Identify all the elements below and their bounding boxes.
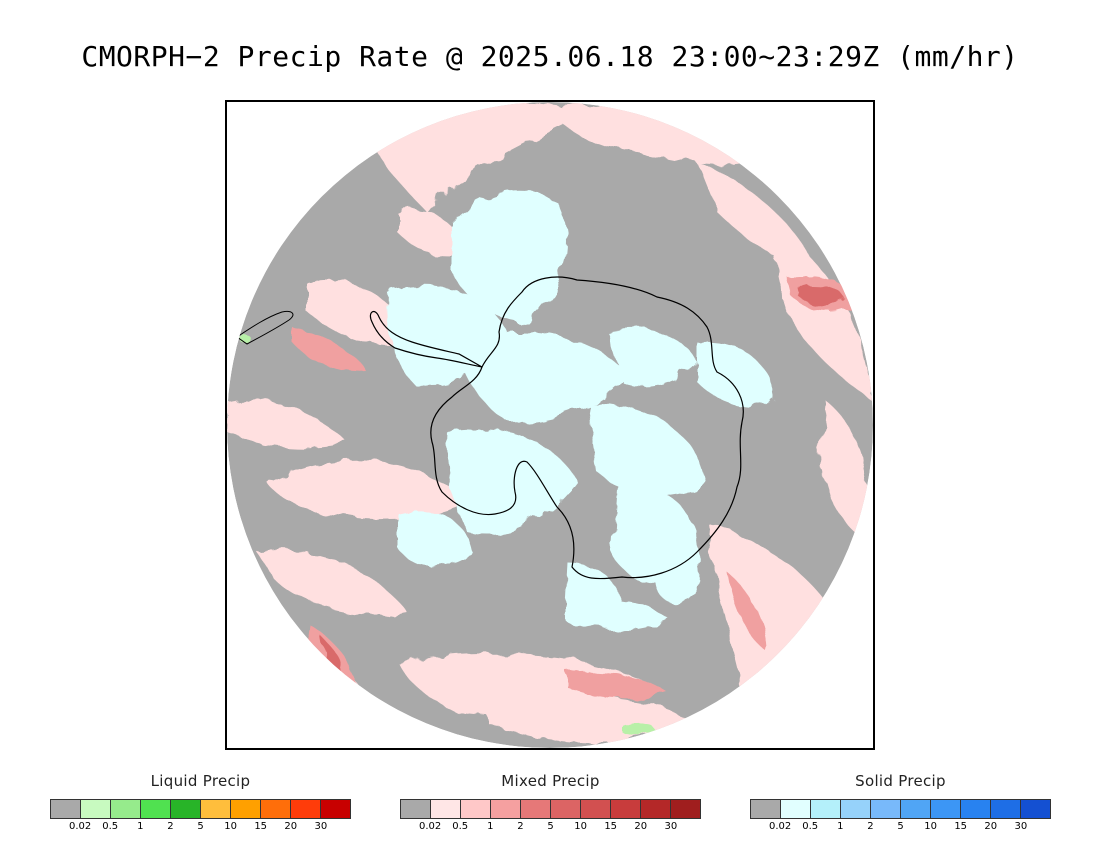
legend-tick-label: 10 (224, 821, 237, 832)
legend-swatch-solid (961, 800, 991, 818)
legend-swatch-liquid (141, 800, 171, 818)
legend-swatch-solid (871, 800, 901, 818)
legend-tick-label: 0.02 (68, 821, 92, 832)
legend-colorbar-mixed (400, 799, 701, 819)
legend-swatch-solid (751, 800, 781, 818)
legend-solid-precip: Solid Precip 0.02 0.5 1 2 5 10 15 20 30 (750, 772, 1051, 837)
legend-tick-label: 30 (314, 821, 328, 832)
legend-tick-label: 0.5 (102, 821, 119, 832)
legend-tick-label: 30 (1014, 821, 1028, 832)
legend-swatch-mixed (581, 800, 611, 818)
legend-tick-label: 20 (984, 821, 998, 832)
legend-swatch-mixed (491, 800, 521, 818)
legend-colorbar-solid (750, 799, 1051, 819)
legend-swatch-solid (781, 800, 811, 818)
legend-swatch-liquid (51, 800, 81, 818)
no-precip-background (227, 102, 873, 748)
legend-swatch-solid (1021, 800, 1050, 818)
legend-mixed-precip: Mixed Precip 0.02 0.5 1 2 5 10 15 20 30 (400, 772, 701, 837)
legend-swatch-solid (931, 800, 961, 818)
legend-liquid-precip: Liquid Precip 0.02 0.5 1 2 5 10 15 20 30 (50, 772, 351, 837)
south-america-coastline (236, 311, 294, 345)
legend-swatch-solid (991, 800, 1021, 818)
legend-tick-label: 30 (664, 821, 678, 832)
legend-swatch-mixed (671, 800, 700, 818)
legend-swatch-mixed (641, 800, 671, 818)
legend-swatch-mixed (461, 800, 491, 818)
legend-swatch-liquid (171, 800, 201, 818)
legend-swatch-liquid (231, 800, 261, 818)
legend-tick-label: 15 (604, 821, 618, 832)
legend-swatch-solid (901, 800, 931, 818)
legend-tick-label: 5 (897, 821, 904, 832)
legend-title-solid: Solid Precip (855, 772, 946, 790)
legend-tick-label: 0.02 (418, 821, 442, 832)
legend-tick-label: 20 (634, 821, 648, 832)
legend-tick-label: 15 (954, 821, 968, 832)
legend-ticks-liquid: 0.02 0.5 1 2 5 10 15 20 30 (50, 821, 351, 837)
legend-tick-label: 1 (137, 821, 144, 832)
legend-swatch-solid (811, 800, 841, 818)
legend-tick-label: 2 (167, 821, 174, 832)
legend-tick-label: 5 (547, 821, 554, 832)
legend-swatch-mixed (611, 800, 641, 818)
legend-swatch-liquid (321, 800, 350, 818)
legend-tick-label: 1 (837, 821, 844, 832)
polar-map (227, 102, 873, 748)
legend-tick-label: 0.02 (768, 821, 792, 832)
legend-tick-label: 5 (197, 821, 204, 832)
legend-swatch-liquid (201, 800, 231, 818)
legend-tick-label: 15 (254, 821, 268, 832)
legend-swatch-liquid (261, 800, 291, 818)
legend-swatch-mixed (521, 800, 551, 818)
legend-ticks-solid: 0.02 0.5 1 2 5 10 15 20 30 (750, 821, 1051, 837)
legend-swatch-mixed (551, 800, 581, 818)
legend-colorbar-liquid (50, 799, 351, 819)
legend-tick-label: 10 (924, 821, 937, 832)
legend-title-mixed: Mixed Precip (501, 772, 600, 790)
solid-precip-areas (386, 190, 777, 629)
legend-tick-label: 2 (517, 821, 524, 832)
legend-tick-label: 2 (867, 821, 874, 832)
chart-title: CMORPH−2 Precip Rate @ 2025.06.18 23:00~… (81, 40, 1019, 73)
legend-swatch-liquid (291, 800, 321, 818)
legend-swatch-mixed (401, 800, 431, 818)
legend-tick-label: 0.5 (802, 821, 819, 832)
map-panel (225, 100, 875, 750)
legend-tick-label: 20 (284, 821, 298, 832)
antarctic-peninsula (369, 310, 483, 368)
legend-title-liquid: Liquid Precip (150, 772, 251, 790)
legend-tick-label: 0.5 (452, 821, 469, 832)
legend-swatch-liquid (111, 800, 141, 818)
legend-ticks-mixed: 0.02 0.5 1 2 5 10 15 20 30 (400, 821, 701, 837)
antarctica-coastline (430, 276, 744, 580)
legend-swatch-liquid (81, 800, 111, 818)
legend-swatch-mixed (431, 800, 461, 818)
legend-tick-label: 10 (574, 821, 587, 832)
legend-swatch-solid (841, 800, 871, 818)
legend-tick-label: 1 (487, 821, 494, 832)
